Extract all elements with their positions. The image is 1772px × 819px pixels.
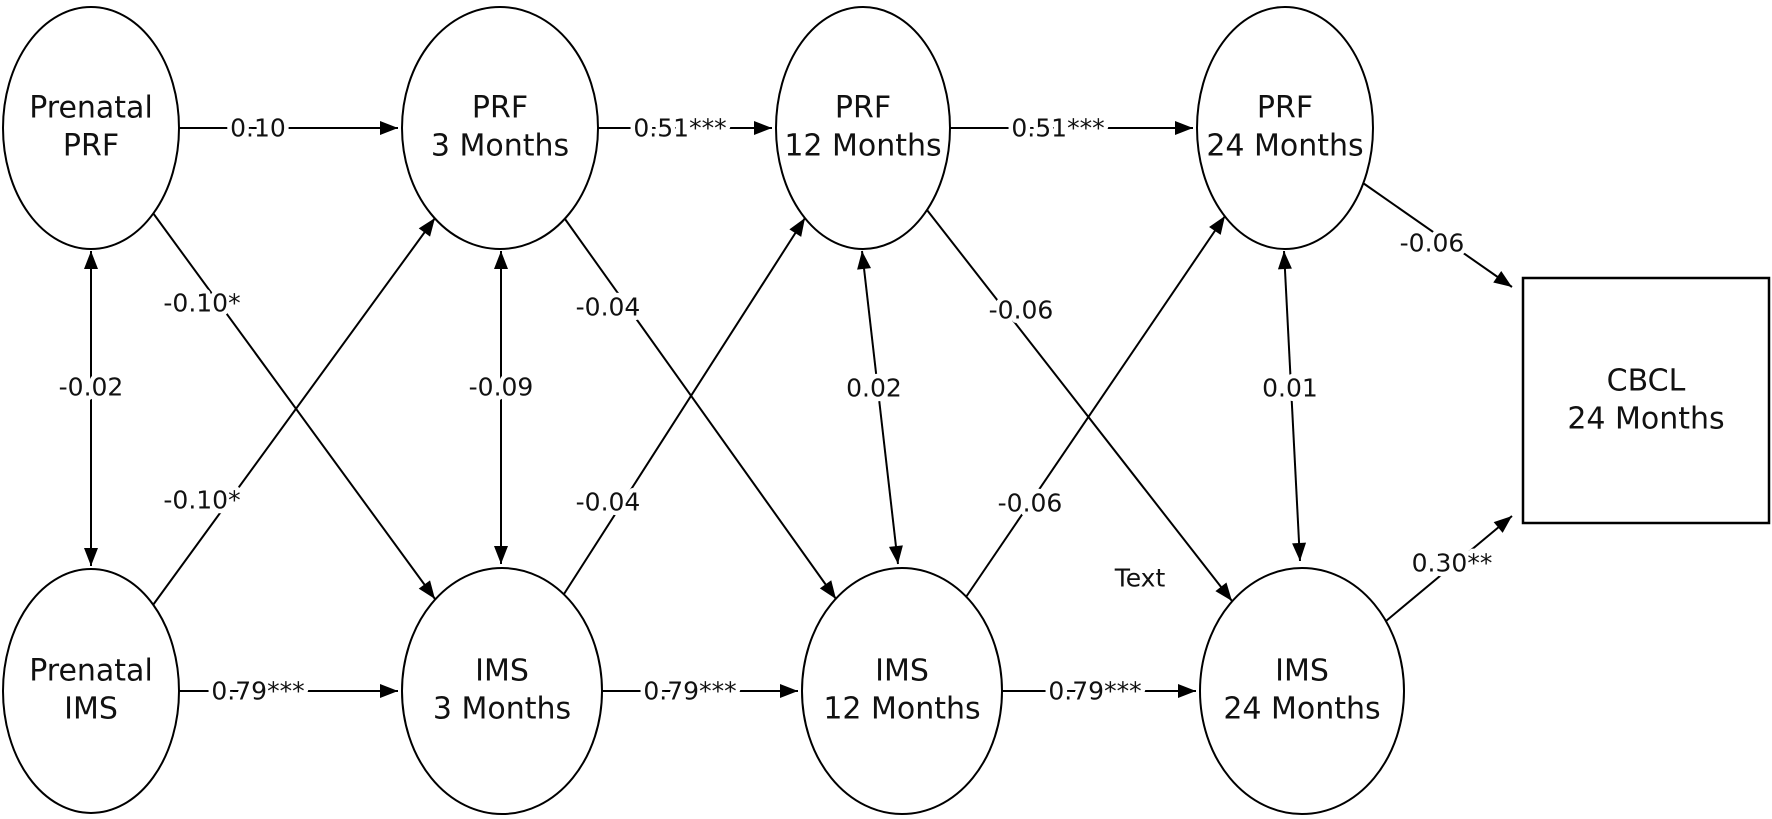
prenatal-ims-label-line1: Prenatal — [29, 654, 153, 689]
edge-cross-prf-3m-to-ims-12m-line — [564, 218, 837, 600]
edge-cross-prf-12m-to-ims-24m — [926, 209, 1233, 602]
ims-12-months-label-line2: 12 Months — [823, 692, 980, 727]
ims-24-months-shape — [1199, 567, 1405, 815]
node-prf-24-months — [1196, 6, 1374, 250]
coefficient-ims-prenatal-to-3m: 0.79*** — [211, 677, 304, 706]
edge-ims-24m-to-cbcl — [1385, 515, 1513, 622]
cbcl-24-months-label-line2: 24 Months — [1567, 402, 1724, 437]
coefficient-cov-24m: 0.01 — [1262, 374, 1318, 403]
edge-cross-prf-3m-to-ims-12m — [564, 218, 837, 600]
prenatal-ims-label-line2: IMS — [64, 692, 118, 727]
ims-3-months-label-line2: 3 Months — [433, 692, 571, 727]
coefficient-cross-prf-12m-to-ims-24m: -0.06 — [989, 296, 1054, 325]
edge-prf-24m-to-cbcl — [1362, 182, 1513, 288]
prf-12-months-label-line2: 12 Months — [784, 129, 941, 164]
prf-24-months-label-line2: 24 Months — [1206, 129, 1363, 164]
prf-3-months-label-line2: 3 Months — [431, 129, 569, 164]
coefficient-cov-12m: 0.02 — [846, 374, 902, 403]
coefficient-ims-12m-to-24m: 0.79*** — [1048, 677, 1141, 706]
prf-12-months-label-line1: PRF — [835, 91, 891, 126]
prenatal-prf-label-line1: Prenatal — [29, 91, 153, 126]
ims-12-months-label-line1: IMS — [875, 654, 929, 689]
coefficient-cov-prenatal: -0.02 — [59, 373, 124, 402]
edge-cov-12m-line — [857, 250, 903, 565]
coefficient-prf-24m-to-cbcl: -0.06 — [1400, 229, 1465, 258]
edge-ims-24m-to-cbcl-line — [1385, 515, 1513, 622]
node-cbcl-24-months — [1521, 276, 1771, 525]
prf-24-months-label-line1: PRF — [1257, 91, 1313, 126]
edge-cross-ims-prenatal-to-prf-3m — [152, 217, 436, 606]
edge-cross-ims-12m-to-prf-24m-line — [965, 215, 1226, 598]
ims-24-months-label-line1: IMS — [1275, 654, 1329, 689]
edge-prf-24m-to-cbcl-line — [1362, 182, 1513, 288]
ims-24-months-label-line2: 24 Months — [1223, 692, 1380, 727]
edge-cross-ims-prenatal-to-prf-3m-line — [152, 217, 436, 606]
edge-cross-ims-3m-to-prf-12m-line — [563, 217, 806, 595]
coefficient-cov-3m: -0.09 — [469, 373, 534, 402]
ims-3-months-label-line1: IMS — [475, 654, 529, 689]
coefficient-cross-prf-3m-to-ims-12m: -0.04 — [576, 293, 641, 322]
coefficient-cross-ims-prenatal-to-prf-3m: -0.10* — [163, 486, 240, 515]
edge-cov-24m-line — [1277, 250, 1307, 562]
coefficient-cross-ims-3m-to-prf-12m: -0.04 — [576, 488, 641, 517]
coefficient-prf-prenatal-to-3m: 0.10 — [230, 114, 286, 143]
stray-text-label: Text — [1114, 564, 1166, 593]
cbcl-24-months-label-line1: CBCL — [1607, 364, 1686, 399]
prf-3-months-label-line1: PRF — [472, 91, 528, 126]
prf-24-months-shape — [1196, 6, 1374, 250]
coefficient-prf-12m-to-24m: 0.51*** — [1011, 114, 1104, 143]
node-ims-24-months — [1199, 567, 1405, 815]
coefficient-ims-24m-to-cbcl: 0.30** — [1412, 549, 1493, 578]
coefficient-prf-3m-to-12m: 0.51*** — [633, 114, 726, 143]
prenatal-prf-label-line2: PRF — [63, 129, 119, 164]
edge-cross-ims-12m-to-prf-24m — [965, 215, 1226, 598]
cbcl-24-months-shape — [1521, 276, 1771, 525]
edge-cross-prf-prenatal-to-ims-3m-line — [152, 212, 436, 600]
edge-cross-prf-prenatal-to-ims-3m — [152, 212, 436, 600]
edge-cov-24m — [1277, 250, 1307, 562]
coefficient-cross-prf-prenatal-to-ims-3m: -0.10* — [163, 289, 240, 318]
edge-cov-12m — [857, 250, 903, 565]
coefficient-ims-3m-to-12m: 0.79*** — [643, 677, 736, 706]
edge-cross-prf-12m-to-ims-24m-line — [926, 209, 1233, 602]
coefficient-cross-ims-12m-to-prf-24m: -0.06 — [998, 489, 1063, 518]
edge-cross-ims-3m-to-prf-12m — [563, 217, 806, 595]
